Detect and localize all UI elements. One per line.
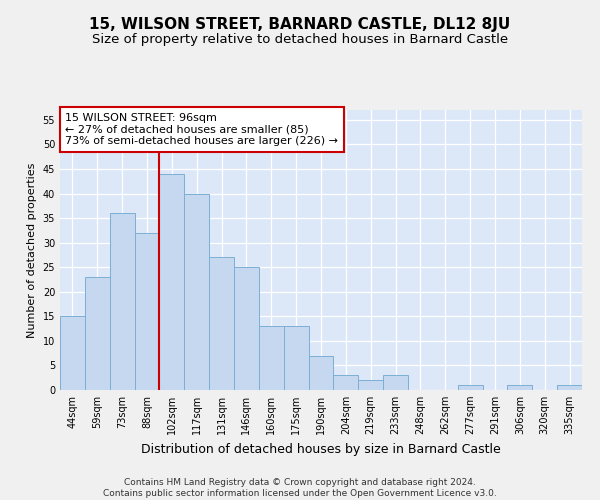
Bar xyxy=(508,385,532,390)
Y-axis label: Number of detached properties: Number of detached properties xyxy=(27,162,37,338)
Bar xyxy=(358,380,383,390)
Text: 15 WILSON STREET: 96sqm
← 27% of detached houses are smaller (85)
73% of semi-de: 15 WILSON STREET: 96sqm ← 27% of detache… xyxy=(65,113,338,146)
Bar xyxy=(284,326,308,390)
Bar xyxy=(209,258,234,390)
Bar xyxy=(334,376,358,390)
Bar xyxy=(160,174,184,390)
Bar xyxy=(60,316,85,390)
Bar xyxy=(110,213,134,390)
Bar xyxy=(134,233,160,390)
Bar xyxy=(234,267,259,390)
Bar xyxy=(383,376,408,390)
Bar xyxy=(458,385,482,390)
Bar xyxy=(85,277,110,390)
Text: 15, WILSON STREET, BARNARD CASTLE, DL12 8JU: 15, WILSON STREET, BARNARD CASTLE, DL12 … xyxy=(89,18,511,32)
Bar xyxy=(557,385,582,390)
Bar xyxy=(259,326,284,390)
X-axis label: Distribution of detached houses by size in Barnard Castle: Distribution of detached houses by size … xyxy=(141,442,501,456)
Bar xyxy=(184,194,209,390)
Text: Size of property relative to detached houses in Barnard Castle: Size of property relative to detached ho… xyxy=(92,32,508,46)
Bar xyxy=(308,356,334,390)
Text: Contains HM Land Registry data © Crown copyright and database right 2024.
Contai: Contains HM Land Registry data © Crown c… xyxy=(103,478,497,498)
